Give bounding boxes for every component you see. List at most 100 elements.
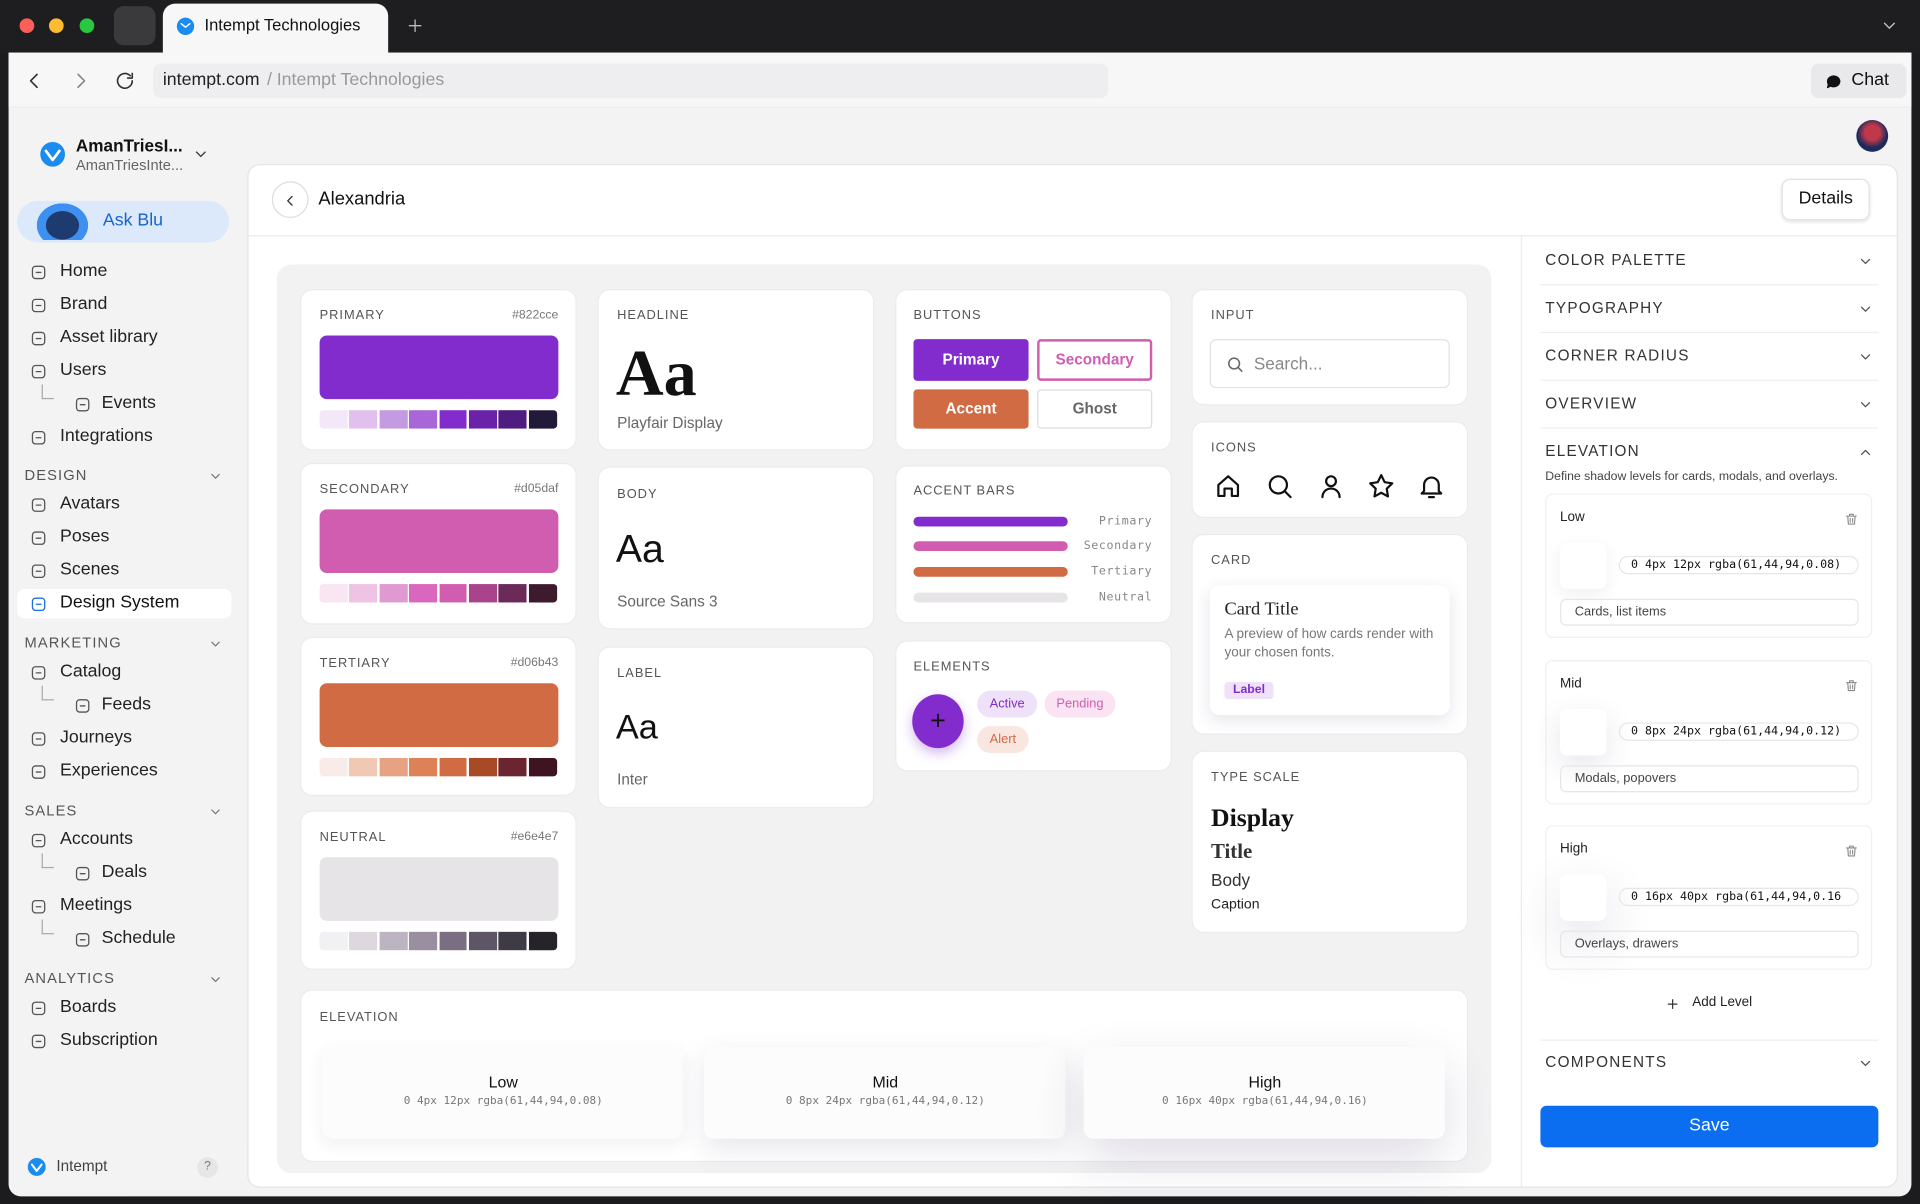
tab-menu[interactable] — [1880, 16, 1900, 36]
level-card — [1545, 493, 1873, 638]
panel-divider-line — [1540, 331, 1879, 334]
sample-card-tag — [1224, 682, 1274, 700]
nav-item[interactable]: Deals — [101, 862, 148, 883]
card-label: ACCENT BARS — [913, 483, 1016, 499]
panel-section[interactable]: CORNER RADIUS — [1545, 347, 1690, 365]
elevation-sample — [704, 1046, 1066, 1139]
window-control[interactable] — [19, 18, 35, 34]
panel-section[interactable]: OVERVIEW — [1545, 394, 1638, 413]
user-avatar[interactable] — [1856, 120, 1889, 152]
footer-label: Intempt — [56, 1157, 108, 1175]
help-button[interactable] — [197, 1157, 218, 1178]
back-button[interactable] — [23, 70, 45, 92]
nav-item[interactable]: Asset library — [60, 327, 158, 347]
reload-button[interactable] — [114, 70, 136, 92]
nav-item[interactable]: Subscription — [60, 1030, 158, 1050]
nav-item-active[interactable] — [17, 588, 232, 619]
section-toggle[interactable] — [208, 636, 223, 651]
footer-logo-glyph — [27, 1157, 46, 1176]
delete-level[interactable] — [1844, 677, 1859, 692]
pinned-tab[interactable] — [113, 6, 156, 46]
section-toggle[interactable] — [208, 468, 223, 483]
panel-toggle[interactable] — [1857, 253, 1873, 269]
search-icon — [1225, 354, 1243, 372]
new-tab[interactable] — [405, 16, 425, 36]
nav-item[interactable]: Users — [60, 360, 107, 380]
section-toggle[interactable] — [208, 803, 223, 818]
url-field[interactable] — [153, 63, 1109, 98]
level-usage-field[interactable] — [1560, 930, 1859, 958]
fab-button[interactable] — [912, 694, 964, 749]
nav-icon — [29, 594, 47, 612]
nav-icon-glyph — [31, 364, 45, 378]
chat-icon-glyph — [1826, 74, 1840, 88]
card-label: CARD — [1211, 553, 1252, 568]
panel-section[interactable]: COLOR PALETTE — [1545, 251, 1687, 269]
nav-item[interactable]: Accounts — [60, 829, 134, 849]
level-usage-field[interactable] — [1560, 598, 1859, 626]
delete-level[interactable] — [1844, 842, 1859, 857]
panel-section[interactable]: TYPOGRAPHY — [1545, 299, 1664, 317]
nav-item[interactable]: Avatars — [60, 493, 120, 514]
account-menu[interactable] — [192, 146, 209, 163]
add-level[interactable]: Add Level — [1692, 994, 1753, 1010]
section-toggle[interactable] — [208, 971, 223, 986]
nav-item[interactable]: Meetings — [60, 895, 133, 916]
palette-shade — [498, 584, 527, 603]
nav-icon — [29, 495, 47, 513]
nav-item[interactable]: Boards — [60, 997, 117, 1017]
nav-item[interactable]: Scenes — [60, 559, 120, 580]
search-input[interactable] — [1209, 339, 1450, 389]
panel-toggle[interactable] — [1857, 1055, 1873, 1071]
nav-item[interactable]: Schedule — [101, 928, 176, 949]
nav-item[interactable]: Feeds — [101, 694, 151, 715]
delete-level[interactable] — [1844, 511, 1859, 526]
sample-button[interactable] — [1037, 339, 1153, 381]
sample-button[interactable] — [913, 389, 1029, 429]
preview-card — [1191, 421, 1469, 518]
nav-icon-glyph — [31, 833, 45, 847]
panel-toggle[interactable] — [1857, 444, 1873, 460]
level-usage-field[interactable] — [1560, 765, 1859, 793]
panel-divider-line — [1540, 427, 1879, 429]
forward-button[interactable] — [70, 70, 92, 92]
sample-button[interactable] — [1037, 389, 1153, 429]
palette-hex: #d06b43 — [510, 656, 559, 670]
url-domain: intempt.com — [162, 70, 260, 90]
section-toggle-glyph — [211, 473, 220, 479]
panel-section[interactable]: ELEVATION — [1545, 442, 1640, 460]
nav-item[interactable]: Poses — [60, 526, 110, 547]
nav-item[interactable]: Home — [60, 261, 108, 281]
level-value-field[interactable] — [1618, 887, 1859, 907]
panel-section[interactable]: COMPONENTS — [1545, 1053, 1668, 1071]
palette-shade — [379, 931, 408, 951]
level-value-field[interactable] — [1618, 722, 1859, 741]
panel-toggle[interactable] — [1857, 348, 1873, 364]
level-value-field[interactable] — [1618, 555, 1859, 575]
back-circle[interactable] — [271, 181, 309, 218]
save-button[interactable] — [1540, 1105, 1879, 1148]
level-preview — [1560, 542, 1607, 589]
sample-card-title: Card Title — [1224, 600, 1299, 620]
workspace-logo — [39, 141, 66, 168]
typography-label: LABEL — [617, 665, 663, 681]
nav-tree-line — [41, 853, 54, 869]
nav-item[interactable]: Design System — [60, 593, 180, 613]
window-control[interactable] — [48, 18, 64, 34]
panel-toggle[interactable] — [1857, 396, 1873, 412]
sample-button[interactable] — [913, 339, 1029, 381]
nav-item[interactable]: Brand — [60, 294, 108, 314]
nav-item[interactable]: Integrations — [60, 426, 153, 447]
window-control[interactable] — [79, 18, 95, 34]
accent-bar — [913, 516, 1068, 527]
nav-item[interactable]: Experiences — [60, 760, 158, 781]
nav-item[interactable]: Catalog — [60, 661, 122, 682]
nav-item[interactable]: Journeys — [60, 727, 133, 748]
back-icon-glyph — [287, 195, 293, 206]
panel-toggle[interactable] — [1857, 301, 1873, 317]
nav-item[interactable]: Events — [101, 393, 156, 414]
details-button[interactable] — [1781, 178, 1870, 221]
back-icon — [283, 192, 298, 207]
palette-shade — [528, 584, 557, 603]
active-tab[interactable] — [162, 3, 389, 54]
